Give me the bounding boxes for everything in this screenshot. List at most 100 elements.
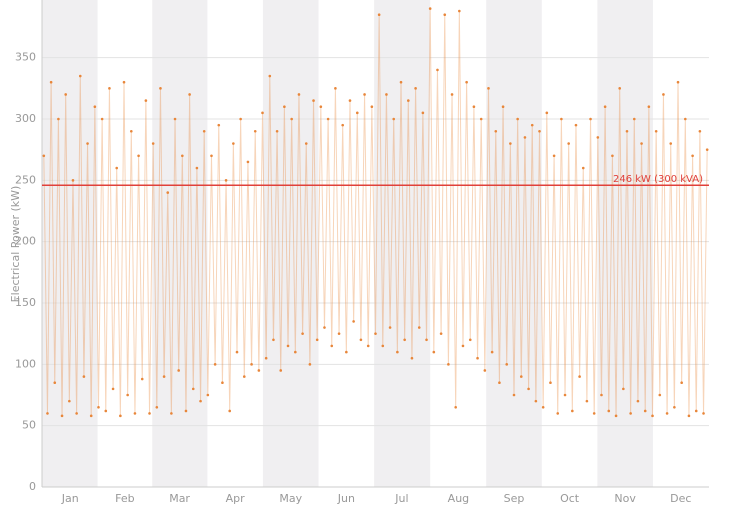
data-point bbox=[654, 129, 658, 133]
data-point bbox=[155, 405, 159, 409]
data-point bbox=[159, 87, 162, 90]
data-point bbox=[151, 142, 155, 145]
data-point bbox=[636, 399, 640, 403]
data-point bbox=[104, 409, 108, 413]
data-point bbox=[468, 338, 472, 342]
data-point bbox=[483, 369, 487, 372]
data-point bbox=[308, 363, 312, 366]
data-point bbox=[261, 111, 264, 115]
data-point bbox=[581, 166, 585, 170]
data-point bbox=[217, 123, 221, 127]
x-tick-label: Mar bbox=[169, 492, 190, 505]
data-point bbox=[181, 154, 184, 158]
data-point bbox=[370, 105, 374, 109]
data-point bbox=[662, 93, 665, 96]
data-point bbox=[519, 375, 523, 378]
data-point bbox=[122, 80, 126, 84]
data-point bbox=[49, 80, 53, 84]
data-point bbox=[574, 123, 578, 127]
y-tick-label: 50 bbox=[22, 419, 36, 432]
data-point bbox=[213, 363, 217, 366]
data-point bbox=[487, 87, 490, 90]
data-point bbox=[345, 350, 348, 354]
data-point bbox=[359, 338, 363, 342]
data-point bbox=[534, 399, 538, 403]
data-point bbox=[173, 117, 177, 121]
data-point bbox=[541, 405, 545, 409]
data-point bbox=[129, 129, 133, 133]
x-tick-label: Sep bbox=[504, 492, 525, 505]
data-point bbox=[97, 405, 100, 409]
data-point bbox=[596, 136, 600, 139]
data-point bbox=[290, 117, 293, 121]
data-point bbox=[108, 87, 111, 90]
data-point bbox=[133, 412, 137, 415]
data-point bbox=[498, 381, 501, 385]
data-point bbox=[184, 409, 188, 413]
data-point bbox=[315, 338, 319, 342]
month-band bbox=[262, 0, 319, 487]
y-tick-label: 0 bbox=[29, 480, 36, 493]
data-point bbox=[472, 105, 476, 109]
data-point bbox=[381, 344, 385, 348]
data-point bbox=[443, 13, 447, 17]
data-point bbox=[501, 105, 505, 109]
data-point bbox=[232, 142, 235, 145]
data-point bbox=[294, 350, 297, 354]
data-point bbox=[199, 399, 202, 403]
data-point bbox=[366, 344, 370, 348]
data-point bbox=[334, 87, 337, 90]
data-point bbox=[119, 414, 122, 418]
data-point bbox=[479, 117, 483, 121]
x-tick-label: Nov bbox=[614, 492, 636, 505]
data-point bbox=[385, 93, 388, 96]
data-point bbox=[60, 414, 64, 418]
data-point bbox=[264, 356, 268, 360]
data-point bbox=[279, 369, 283, 372]
x-tick-label: Aug bbox=[448, 492, 469, 505]
data-point bbox=[82, 375, 86, 378]
data-point bbox=[202, 129, 206, 133]
data-point bbox=[702, 412, 705, 415]
month-band bbox=[486, 0, 542, 487]
data-point bbox=[476, 356, 479, 360]
data-point bbox=[618, 87, 622, 90]
data-point bbox=[312, 99, 315, 102]
data-point bbox=[549, 381, 552, 385]
data-point bbox=[643, 409, 647, 413]
data-point bbox=[195, 166, 199, 170]
data-point bbox=[658, 393, 662, 397]
data-point bbox=[272, 338, 275, 342]
data-point bbox=[705, 148, 709, 151]
data-point bbox=[673, 405, 676, 409]
data-point bbox=[687, 414, 691, 418]
data-point bbox=[530, 123, 534, 127]
data-point bbox=[319, 105, 323, 109]
data-point bbox=[494, 129, 498, 133]
data-point bbox=[206, 393, 210, 397]
data-point bbox=[341, 123, 344, 127]
data-point bbox=[166, 191, 170, 194]
x-tick-label: May bbox=[279, 492, 302, 505]
data-point bbox=[86, 142, 89, 145]
x-tick-label: Jul bbox=[394, 492, 408, 505]
data-point bbox=[603, 105, 607, 109]
data-point bbox=[137, 154, 140, 158]
data-point bbox=[253, 129, 257, 133]
data-point bbox=[432, 350, 436, 354]
data-point bbox=[221, 381, 224, 385]
data-point bbox=[228, 409, 232, 413]
month-band bbox=[374, 0, 431, 487]
data-point bbox=[589, 117, 592, 121]
data-point bbox=[545, 111, 549, 115]
data-point bbox=[421, 111, 425, 115]
data-point bbox=[439, 332, 443, 335]
data-point bbox=[71, 179, 75, 182]
data-point bbox=[239, 117, 242, 121]
data-point bbox=[89, 414, 93, 418]
data-point bbox=[629, 412, 632, 415]
data-point bbox=[552, 154, 556, 158]
data-point bbox=[188, 93, 191, 96]
y-tick-label: 200 bbox=[15, 235, 36, 248]
data-point bbox=[162, 375, 166, 378]
